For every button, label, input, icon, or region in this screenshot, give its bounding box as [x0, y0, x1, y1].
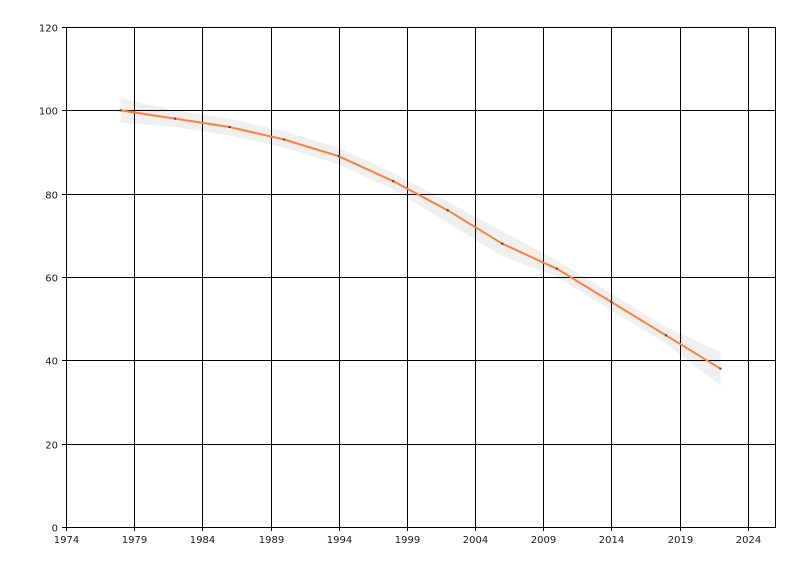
x-tick-label: 1974: [54, 535, 79, 546]
x-tick-label: 1999: [395, 535, 420, 546]
y-tick-label: 20: [45, 441, 58, 452]
x-tick-label: 2004: [463, 535, 488, 546]
data-point: [283, 138, 286, 141]
y-tick-label: 120: [39, 24, 58, 35]
series-layer: [119, 109, 722, 370]
data-point: [392, 180, 395, 183]
grid-layer: [66, 27, 776, 527]
series-line: [120, 109, 721, 370]
axis-layer: 1974 1979 1984 1989 1994 1999 2004 2009 2014 2019…: [39, 24, 776, 546]
x-tick-label: 1994: [327, 535, 352, 546]
x-tick-label: 1979: [122, 535, 147, 546]
y-tick-label: 0: [52, 524, 58, 535]
confidence-band: [120, 97, 721, 386]
x-tick-label: 2014: [599, 535, 624, 546]
x-tick-label: 2009: [531, 535, 556, 546]
data-point: [664, 334, 667, 337]
x-tick-label: 1984: [190, 535, 215, 546]
data-point: [555, 267, 558, 270]
data-point: [446, 209, 449, 212]
data-point: [501, 242, 504, 245]
data-point: [174, 117, 177, 120]
data-point: [119, 109, 122, 112]
x-tick-label: 2019: [668, 535, 693, 546]
x-tick-label: 1989: [259, 535, 284, 546]
confidence-band-layer: [120, 97, 721, 386]
data-point: [610, 301, 613, 303]
y-tick-label: 100: [39, 107, 58, 118]
y-tick-label: 60: [45, 274, 58, 285]
data-point: [719, 367, 722, 370]
data-point: [228, 126, 231, 128]
y-tick-label: 80: [45, 191, 58, 202]
x-tick-label: 2024: [736, 535, 761, 546]
data-point: [337, 155, 340, 158]
y-tick-label: 40: [45, 357, 58, 368]
